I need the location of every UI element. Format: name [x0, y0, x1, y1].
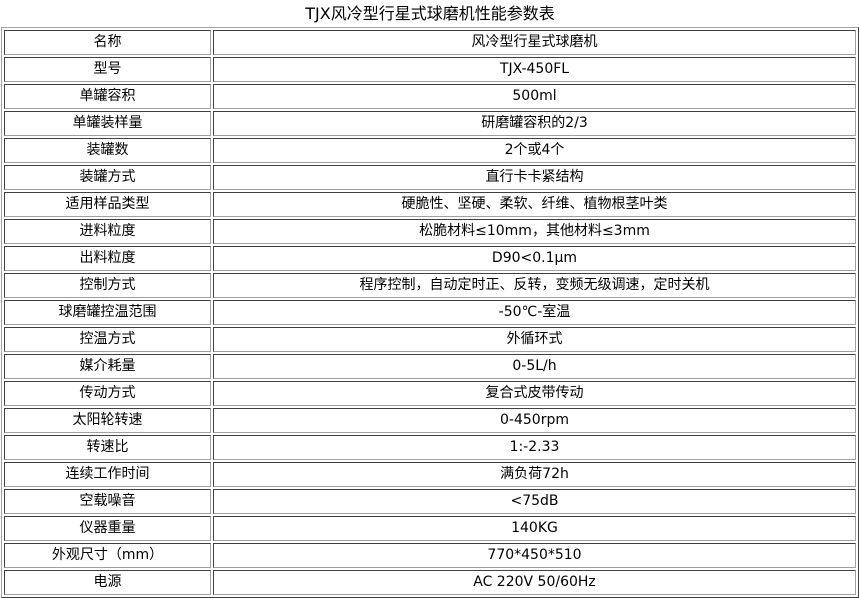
table-row: 适用样品类型 硬脆性、坚硬、柔软、纤维、植物根茎叶类 — [4, 192, 856, 217]
table-title: TJX风冷型行星式球磨机性能参数表 — [305, 4, 555, 23]
param-label: 连续工作时间 — [4, 462, 211, 487]
param-label: 名称 — [4, 30, 211, 55]
param-value: 140KG — [213, 516, 856, 541]
param-value: 770*450*510 — [213, 543, 856, 568]
param-value: 500ml — [213, 84, 856, 109]
table-row: 空载噪音 <75dB — [4, 489, 856, 514]
param-label: 控制方式 — [4, 273, 211, 298]
param-label: 空载噪音 — [4, 489, 211, 514]
table-row: 球磨罐控温范围 -50℃-室温 — [4, 300, 856, 325]
param-value: 外循环式 — [213, 327, 856, 352]
param-value: 程序控制，自动定时正、反转，变频无级调速，定时关机 — [213, 273, 856, 298]
param-value: 2个或4个 — [213, 138, 856, 163]
param-value: TJX-450FL — [213, 57, 856, 82]
table-row: 媒介耗量 0-5L/h — [4, 354, 856, 379]
table-row: 转速比 1:-2.33 — [4, 435, 856, 460]
table-row: 外观尺寸（mm） 770*450*510 — [4, 543, 856, 568]
param-label: 传动方式 — [4, 381, 211, 406]
table-row: 仪器重量 140KG — [4, 516, 856, 541]
param-value: 复合式皮带传动 — [213, 381, 856, 406]
param-value: -50℃-室温 — [213, 300, 856, 325]
table-row: 出料粒度 D90<0.1μm — [4, 246, 856, 271]
param-label: 转速比 — [4, 435, 211, 460]
param-value: 满负荷72h — [213, 462, 856, 487]
param-label: 进料粒度 — [4, 219, 211, 244]
param-label: 太阳轮转速 — [4, 408, 211, 433]
param-value: 0-450rpm — [213, 408, 856, 433]
table-row: 装罐数 2个或4个 — [4, 138, 856, 163]
param-label: 外观尺寸（mm） — [4, 543, 211, 568]
table-row: 连续工作时间 满负荷72h — [4, 462, 856, 487]
param-value: <75dB — [213, 489, 856, 514]
param-value: 松脆材料≤10mm，其他材料≤3mm — [213, 219, 856, 244]
param-label: 装罐方式 — [4, 165, 211, 190]
param-label: 装罐数 — [4, 138, 211, 163]
table-row: 装罐方式 直行卡卡紧结构 — [4, 165, 856, 190]
param-value: 0-5L/h — [213, 354, 856, 379]
table-row: 进料粒度 松脆材料≤10mm，其他材料≤3mm — [4, 219, 856, 244]
param-label: 控温方式 — [4, 327, 211, 352]
table-row: 单罐装样量 研磨罐容积的2/3 — [4, 111, 856, 136]
param-label: 适用样品类型 — [4, 192, 211, 217]
param-value: 研磨罐容积的2/3 — [213, 111, 856, 136]
param-label: 电源 — [4, 570, 211, 595]
param-value: 1:-2.33 — [213, 435, 856, 460]
table-row: 名称 风冷型行星式球磨机 — [4, 30, 856, 55]
table-row: 型号 TJX-450FL — [4, 57, 856, 82]
param-value: AC 220V 50/60Hz — [213, 570, 856, 595]
table-row: 传动方式 复合式皮带传动 — [4, 381, 856, 406]
table-row: 电源 AC 220V 50/60Hz — [4, 570, 856, 595]
table-row: 控制方式 程序控制，自动定时正、反转，变频无级调速，定时关机 — [4, 273, 856, 298]
param-value: 风冷型行星式球磨机 — [213, 30, 856, 55]
param-value: D90<0.1μm — [213, 246, 856, 271]
spec-table: 名称 风冷型行星式球磨机 型号 TJX-450FL 单罐容积 500ml 单罐装样量 研磨罐容… — [1, 27, 859, 598]
param-value: 直行卡卡紧结构 — [213, 165, 856, 190]
table-row: 太阳轮转速 0-450rpm — [4, 408, 856, 433]
param-label: 出料粒度 — [4, 246, 211, 271]
table-row: 单罐容积 500ml — [4, 84, 856, 109]
table-row: 控温方式 外循环式 — [4, 327, 856, 352]
param-label: 单罐装样量 — [4, 111, 211, 136]
param-value: 硬脆性、坚硬、柔软、纤维、植物根茎叶类 — [213, 192, 856, 217]
param-label: 球磨罐控温范围 — [4, 300, 211, 325]
param-label: 型号 — [4, 57, 211, 82]
param-label: 仪器重量 — [4, 516, 211, 541]
param-label: 媒介耗量 — [4, 354, 211, 379]
param-label: 单罐容积 — [4, 84, 211, 109]
